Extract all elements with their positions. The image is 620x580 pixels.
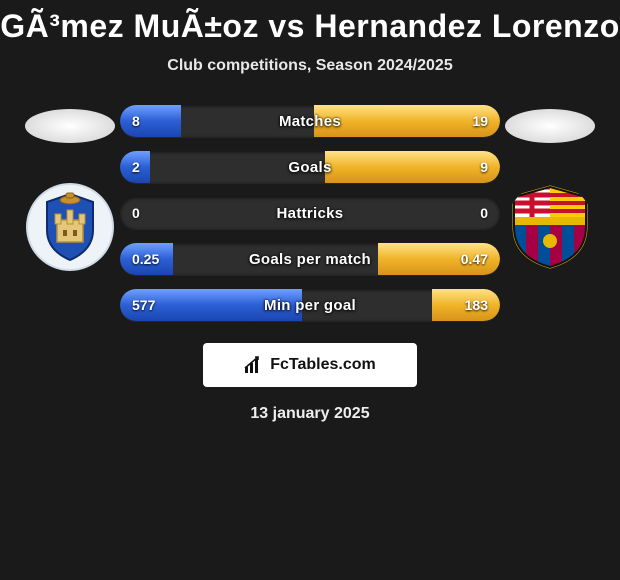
right-player-avatar [505, 109, 595, 143]
stat-value-right: 0 [480, 197, 488, 229]
barcelona-crest-icon [506, 183, 594, 271]
stat-bar-hattricks: 0 Hattricks 0 [120, 197, 500, 229]
branding-badge: FcTables.com [203, 343, 417, 387]
stat-value-right: 9 [480, 151, 488, 183]
bars-ascending-icon [244, 355, 264, 375]
stat-value-right: 0.47 [461, 243, 488, 275]
stat-bar-goals-per-match: 0.25 Goals per match 0.47 [120, 243, 500, 275]
stat-bar-min-per-goal: 577 Min per goal 183 [120, 289, 500, 321]
stat-label: Matches [120, 105, 500, 137]
stat-label: Hattricks [120, 197, 500, 229]
page-title: GÃ³mez MuÃ±oz vs Hernandez Lorenzo [0, 0, 620, 45]
stat-bar-matches: 8 Matches 19 [120, 105, 500, 137]
stat-value-right: 183 [465, 289, 488, 321]
stat-label: Goals [120, 151, 500, 183]
ponferradina-crest-icon [33, 190, 107, 264]
subtitle: Club competitions, Season 2024/2025 [0, 57, 620, 75]
stat-bars: 8 Matches 19 2 Goals 9 0 Hattricks 0 0.2… [120, 105, 500, 321]
stat-label: Min per goal [120, 289, 500, 321]
branding-text: FcTables.com [270, 356, 376, 374]
stat-value-right: 19 [472, 105, 488, 137]
date-text: 13 january 2025 [0, 405, 620, 423]
stats-area: 8 Matches 19 2 Goals 9 0 Hattricks 0 0.2… [0, 105, 620, 321]
stat-bar-goals: 2 Goals 9 [120, 151, 500, 183]
left-player-avatar [25, 109, 115, 143]
right-player-column [500, 105, 600, 271]
right-club-badge [506, 183, 594, 271]
stat-label: Goals per match [120, 243, 500, 275]
left-club-badge [26, 183, 114, 271]
left-player-column [20, 105, 120, 271]
